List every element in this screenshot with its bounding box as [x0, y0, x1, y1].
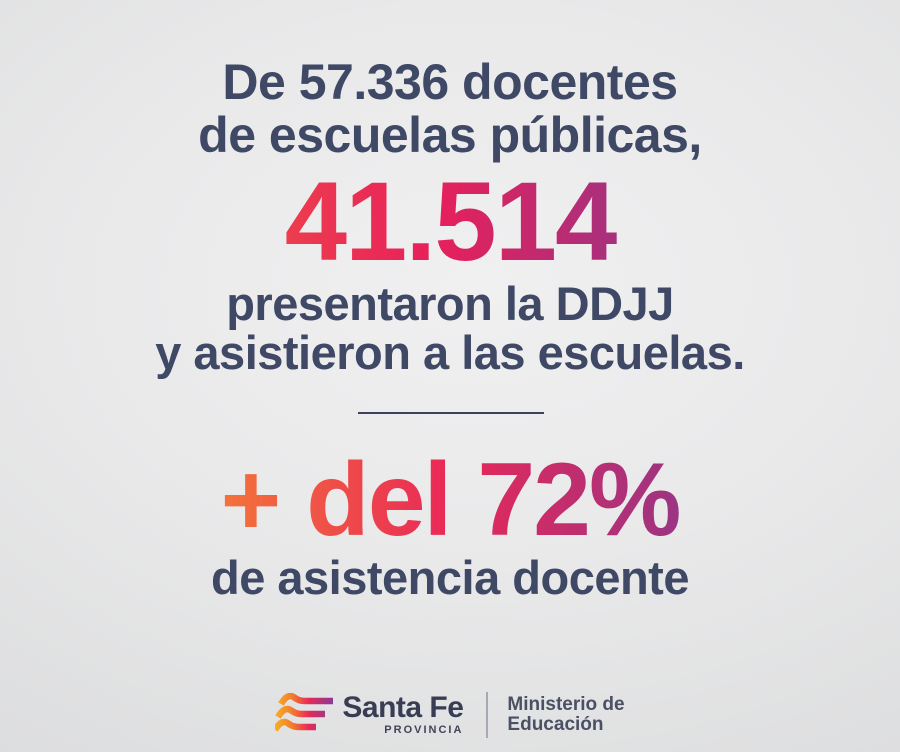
- ministry-line1: Ministerio de: [507, 694, 625, 715]
- brand-name: Santa Fe: [342, 691, 464, 724]
- headline: De 57.336 docentes de escuelas públicas,: [0, 56, 900, 162]
- brand-subtitle: PROVINCIA: [384, 724, 464, 736]
- footer-brand-bar: Santa Fe PROVINCIA Ministerio de Educaci…: [0, 692, 900, 738]
- highlight-caption: de asistencia docente: [211, 551, 689, 604]
- horizontal-divider: [358, 412, 544, 414]
- ministry-line2: Educación: [507, 714, 604, 735]
- headline-line2: de escuelas públicas,: [198, 107, 702, 163]
- subheadline-line2: y asistieron a las escuelas.: [155, 326, 745, 379]
- subheadline-line1: presentaron la DDJJ: [226, 277, 674, 330]
- santa-fe-waves-icon: [272, 692, 334, 737]
- headline-line1: De 57.336 docentes: [222, 54, 678, 110]
- subheadline: presentaron la DDJJ y asistieron a las e…: [0, 279, 900, 377]
- big-number-stat: 41.514: [0, 166, 900, 278]
- brand-block: Santa Fe PROVINCIA: [342, 691, 464, 737]
- highlight-percentage: + del 72%: [0, 446, 900, 554]
- footer-vertical-rule: [486, 692, 489, 738]
- ministry-label: Ministerio de Educación: [507, 695, 624, 735]
